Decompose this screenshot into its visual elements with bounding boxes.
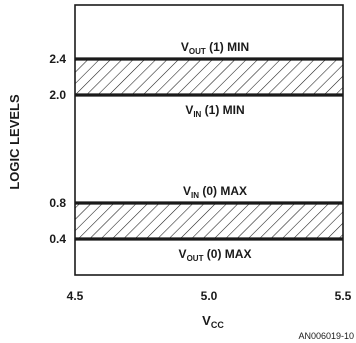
x-tick-label: 4.5 bbox=[67, 289, 84, 303]
level-label-sub: IN bbox=[191, 191, 199, 200]
level-label-sub: IN bbox=[193, 110, 201, 119]
level-label-main: V bbox=[181, 40, 189, 54]
level-label-rest: (0) MAX bbox=[203, 247, 251, 261]
level-lines-layer bbox=[75, 57, 343, 241]
y-tick-label: 0.8 bbox=[49, 196, 66, 210]
y-axis-label: LOGIC LEVELS bbox=[7, 94, 22, 190]
level-label-sub: OUT bbox=[189, 47, 206, 56]
y-tick-label: 2.0 bbox=[49, 88, 66, 102]
level-label-3: VOUT (0) MAX bbox=[179, 247, 252, 263]
hatched-band-0 bbox=[75, 59, 343, 95]
level-label-sub: OUT bbox=[187, 254, 204, 263]
figure-code: AN006019-10 bbox=[298, 331, 354, 341]
level-label-2: VIN (0) MAX bbox=[183, 184, 247, 200]
level-label-rest: (0) MAX bbox=[199, 184, 247, 198]
x-tick-label: 5.5 bbox=[335, 289, 352, 303]
plot-frame bbox=[74, 4, 344, 276]
level-label-rest: (1) MIN bbox=[201, 103, 244, 117]
y-tick-label: 2.4 bbox=[49, 52, 66, 66]
level-label-main: V bbox=[183, 184, 191, 198]
x-axis-label-sub: CC bbox=[211, 320, 224, 330]
x-axis-label-main: V bbox=[202, 313, 211, 328]
level-label-main: V bbox=[185, 103, 193, 117]
level-label-rest: (1) MIN bbox=[206, 40, 249, 54]
level-label-0: VOUT (1) MIN bbox=[181, 40, 249, 56]
level-label-main: V bbox=[179, 247, 187, 261]
y-tick-label: 0.4 bbox=[49, 232, 66, 246]
x-axis-label: VCC bbox=[202, 313, 224, 330]
bands-layer bbox=[75, 59, 343, 239]
hatched-band-1 bbox=[75, 203, 343, 239]
level-label-1: VIN (1) MIN bbox=[185, 103, 244, 119]
x-tick-label: 5.0 bbox=[201, 289, 218, 303]
ticks-layer: 0.4 0.8 2.0 2.4 4.5 5.0 5.5 bbox=[49, 52, 351, 303]
